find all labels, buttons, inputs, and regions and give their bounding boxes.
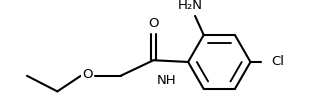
- Text: O: O: [148, 17, 159, 30]
- Text: NH: NH: [157, 74, 176, 87]
- Text: Cl: Cl: [271, 55, 284, 68]
- Text: H₂N: H₂N: [178, 0, 203, 12]
- Text: O: O: [82, 68, 93, 81]
